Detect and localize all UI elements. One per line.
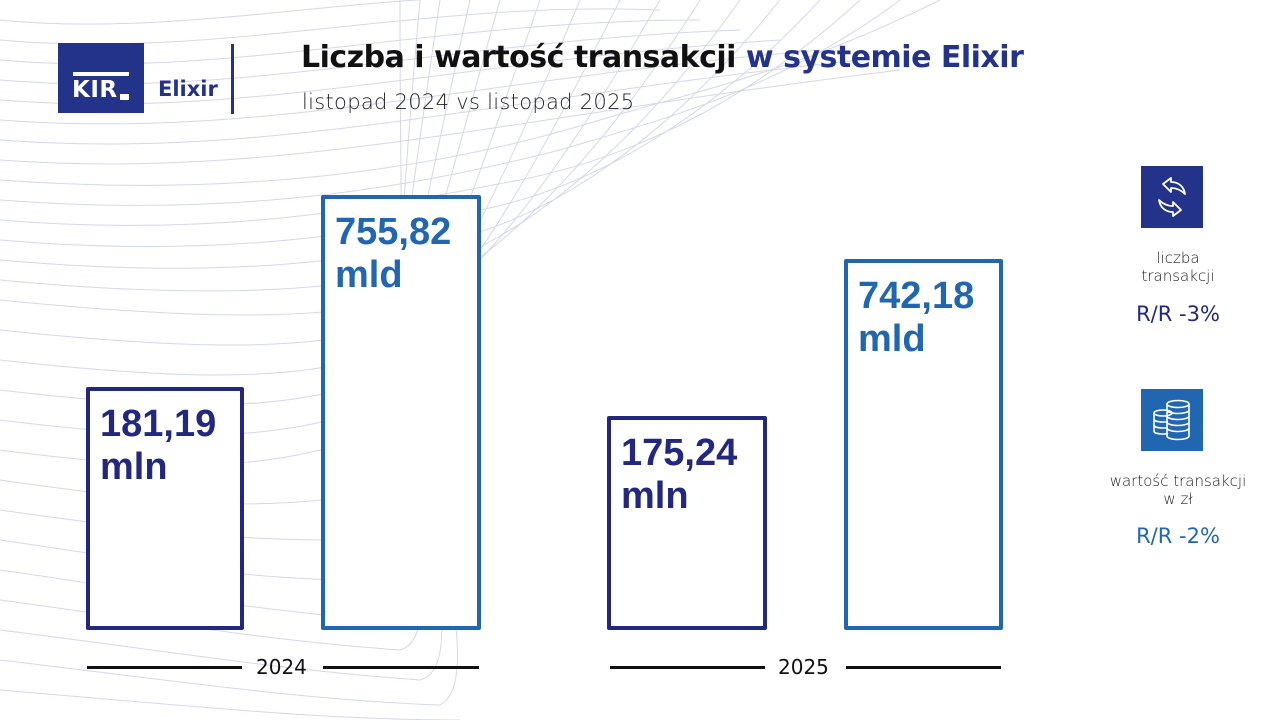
bar-value: 175,24 — [621, 432, 738, 474]
legend-value-caption: wartość transakcji w zł — [1090, 472, 1266, 508]
title-part-1: Liczba i wartość transakcji — [301, 40, 736, 75]
legend-count-caption: liczba transakcji — [1090, 249, 1266, 285]
bar-label: 742,18 mld — [858, 275, 974, 361]
caption-line-1: wartość transakcji — [1109, 472, 1247, 490]
exchange-arrows-icon — [1141, 166, 1203, 228]
legend-count-change: R/R -3% — [1136, 302, 1220, 326]
logo-dot — [120, 94, 129, 100]
page-subtitle: listopad 2024 vs listopad 2025 — [302, 90, 635, 114]
axis-line-right — [846, 666, 1001, 669]
bar-unit: mln — [100, 446, 168, 488]
axis-line-right — [323, 666, 479, 669]
bar-2025-count: 175,24 mln — [607, 416, 767, 630]
caption-line-2: w zł — [1163, 490, 1193, 508]
bar-label: 755,82 mld — [335, 211, 451, 297]
logo-divider — [231, 44, 234, 114]
bar-2025-value: 742,18 mld — [844, 259, 1003, 630]
logo-bar — [73, 72, 129, 76]
axis-group-2025: 2025 — [610, 655, 1001, 679]
caption-line-1: liczba — [1156, 249, 1200, 267]
bar-value: 755,82 — [335, 211, 452, 253]
axis-label-2025: 2025 — [778, 655, 829, 679]
kir-logo: KIR — [58, 43, 144, 113]
logo-product-text: Elixir — [158, 77, 218, 101]
title-part-2: w systemie Elixir — [745, 40, 1024, 75]
bar-2024-count: 181,19 mln — [86, 387, 244, 630]
bar-unit: mld — [335, 254, 403, 296]
coins-stack-icon — [1141, 389, 1203, 451]
caption-line-2: transakcji — [1141, 267, 1215, 285]
legend-count: liczba transakcji R/R -3% — [1090, 166, 1266, 336]
bar-label: 181,19 mln — [100, 403, 216, 489]
bar-2024-value: 755,82 mld — [321, 195, 481, 630]
axis-group-2024: 2024 — [87, 655, 479, 679]
bar-value: 181,19 — [100, 403, 217, 445]
axis-label-2024: 2024 — [256, 655, 307, 679]
bar-value: 742,18 — [858, 275, 975, 317]
logo-brand-text: KIR — [72, 77, 118, 103]
legend-value: wartość transakcji w zł R/R -2% — [1090, 389, 1266, 559]
axis-line-left — [87, 666, 242, 669]
axis-line-left — [610, 666, 765, 669]
bar-unit: mln — [621, 475, 689, 517]
page-title: Liczba i wartość transakcji w systemie E… — [301, 40, 1024, 75]
legend-value-change: R/R -2% — [1136, 524, 1220, 548]
bar-label: 175,24 mln — [621, 432, 737, 518]
bar-unit: mld — [858, 318, 926, 360]
